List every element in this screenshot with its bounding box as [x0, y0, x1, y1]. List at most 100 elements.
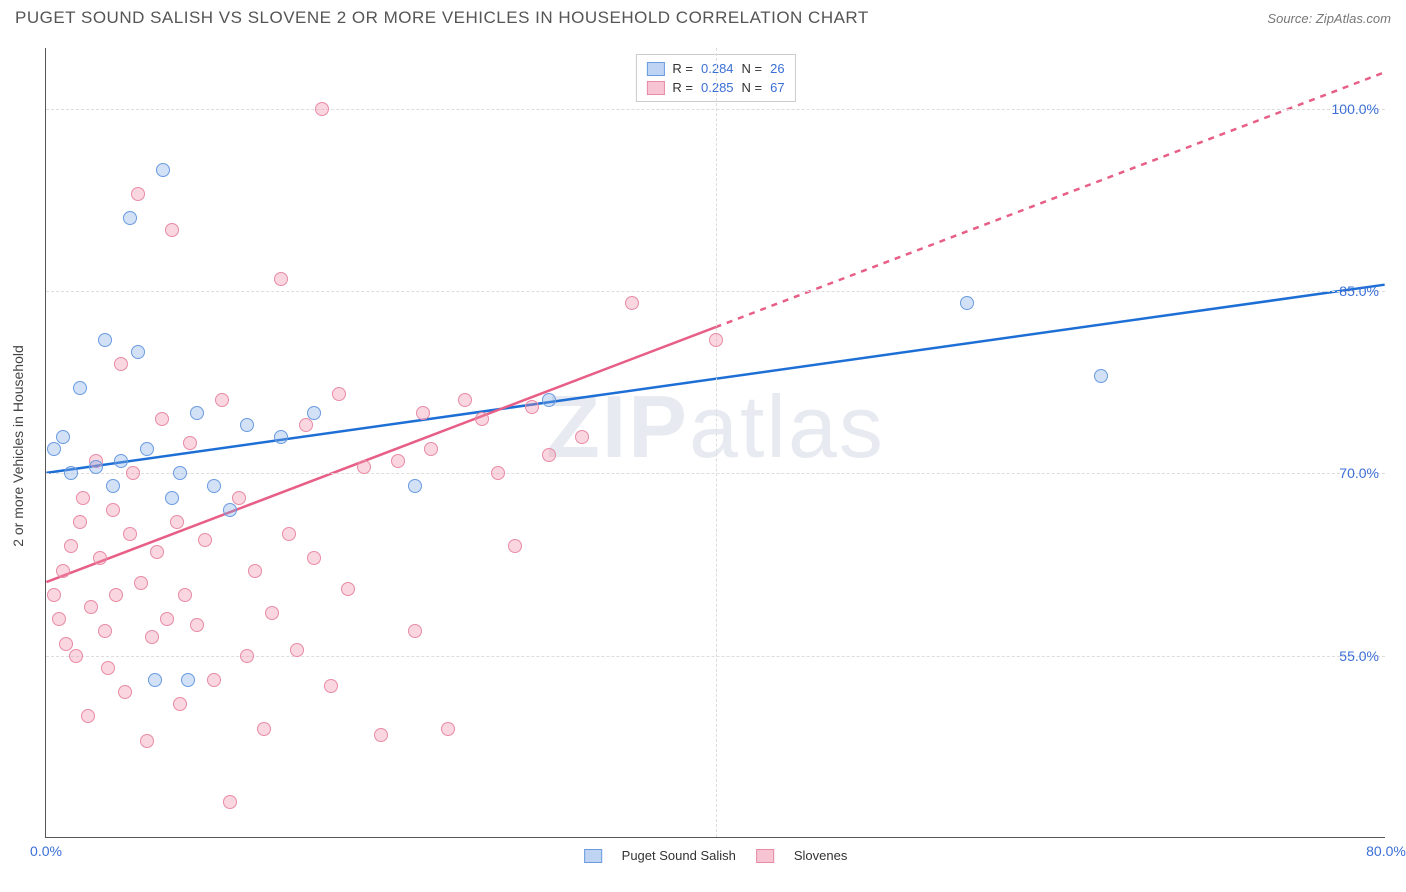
data-point: [89, 460, 103, 474]
y-axis-title: 2 or more Vehicles in Household: [10, 345, 26, 547]
swatch-icon: [646, 62, 664, 76]
data-point: [190, 406, 204, 420]
n-value: 26: [770, 61, 784, 76]
data-point: [391, 454, 405, 468]
series-legend: Puget Sound Salish Slovenes: [584, 848, 848, 863]
data-point: [183, 436, 197, 450]
data-point: [150, 545, 164, 559]
data-point: [160, 612, 174, 626]
gridline-vertical: [716, 48, 717, 837]
data-point: [198, 533, 212, 547]
data-point: [240, 649, 254, 663]
data-point: [324, 679, 338, 693]
r-value: 0.284: [701, 61, 734, 76]
data-point: [441, 722, 455, 736]
data-point: [123, 211, 137, 225]
data-point: [542, 448, 556, 462]
data-point: [207, 479, 221, 493]
data-point: [223, 503, 237, 517]
data-point: [64, 466, 78, 480]
data-point: [148, 673, 162, 687]
chart-header: PUGET SOUND SALISH VS SLOVENE 2 OR MORE …: [0, 0, 1406, 36]
data-point: [178, 588, 192, 602]
data-point: [1094, 369, 1108, 383]
data-point: [299, 418, 313, 432]
data-point: [56, 430, 70, 444]
data-point: [118, 685, 132, 699]
data-point: [47, 588, 61, 602]
data-point: [73, 515, 87, 529]
chart-title: PUGET SOUND SALISH VS SLOVENE 2 OR MORE …: [15, 8, 869, 28]
y-tick-label: 85.0%: [1339, 283, 1379, 299]
data-point: [73, 381, 87, 395]
data-point: [69, 649, 83, 663]
data-point: [332, 387, 346, 401]
data-point: [207, 673, 221, 687]
data-point: [59, 637, 73, 651]
data-point: [98, 333, 112, 347]
data-point: [84, 600, 98, 614]
data-point: [181, 673, 195, 687]
y-tick-label: 70.0%: [1339, 465, 1379, 481]
data-point: [155, 412, 169, 426]
n-label: N =: [742, 61, 763, 76]
data-point: [134, 576, 148, 590]
data-point: [109, 588, 123, 602]
data-point: [341, 582, 355, 596]
data-point: [223, 795, 237, 809]
data-point: [232, 491, 246, 505]
data-point: [165, 223, 179, 237]
data-point: [173, 466, 187, 480]
data-point: [145, 630, 159, 644]
data-point: [114, 454, 128, 468]
data-point: [123, 527, 137, 541]
r-label: R =: [672, 80, 693, 95]
data-point: [307, 551, 321, 565]
r-value: 0.285: [701, 80, 734, 95]
data-point: [131, 187, 145, 201]
swatch-icon: [584, 849, 602, 863]
data-point: [131, 345, 145, 359]
data-point: [307, 406, 321, 420]
n-value: 67: [770, 80, 784, 95]
data-point: [475, 412, 489, 426]
x-tick-label: 80.0%: [1366, 843, 1406, 859]
source-citation: Source: ZipAtlas.com: [1267, 11, 1391, 26]
legend-label: Puget Sound Salish: [622, 848, 736, 863]
data-point: [190, 618, 204, 632]
data-point: [508, 539, 522, 553]
x-tick-label: 0.0%: [30, 843, 62, 859]
r-label: R =: [672, 61, 693, 76]
data-point: [81, 709, 95, 723]
y-tick-label: 100.0%: [1332, 101, 1379, 117]
data-point: [416, 406, 430, 420]
data-point: [424, 442, 438, 456]
data-point: [240, 418, 254, 432]
data-point: [357, 460, 371, 474]
data-point: [98, 624, 112, 638]
y-tick-label: 55.0%: [1339, 648, 1379, 664]
data-point: [173, 697, 187, 711]
source-value: ZipAtlas.com: [1316, 11, 1391, 26]
data-point: [156, 163, 170, 177]
data-point: [709, 333, 723, 347]
data-point: [93, 551, 107, 565]
data-point: [374, 728, 388, 742]
source-label: Source:: [1267, 11, 1312, 26]
data-point: [170, 515, 184, 529]
data-point: [274, 430, 288, 444]
data-point: [575, 430, 589, 444]
data-point: [257, 722, 271, 736]
data-point: [56, 564, 70, 578]
data-point: [282, 527, 296, 541]
data-point: [458, 393, 472, 407]
data-point: [315, 102, 329, 116]
data-point: [960, 296, 974, 310]
data-point: [52, 612, 66, 626]
data-point: [265, 606, 279, 620]
data-point: [542, 393, 556, 407]
swatch-icon: [646, 81, 664, 95]
data-point: [114, 357, 128, 371]
data-point: [215, 393, 229, 407]
data-point: [625, 296, 639, 310]
